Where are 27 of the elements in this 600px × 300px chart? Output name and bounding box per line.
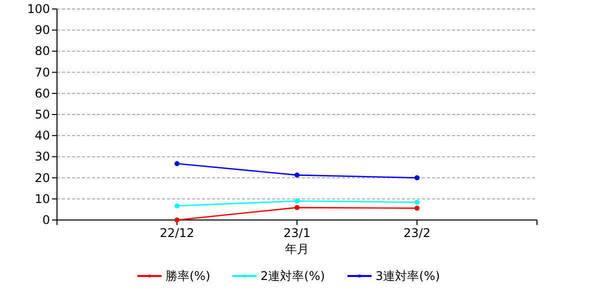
point [414,206,420,211]
point [174,161,180,166]
x-axis-title: 年月 [285,242,309,256]
legend-label: 勝率(%) [166,269,210,283]
point [294,172,300,178]
y-tick-label: 40 [34,128,50,143]
y-tick-label: 10 [34,192,50,206]
y-tick-label: 0 [42,213,50,227]
y-tick-label: 90 [34,23,50,38]
legend-label: 3連対率(%) [376,269,440,283]
x-tick-label: 22/12 [160,226,194,240]
y-tick-label: 100 [27,2,50,16]
y-tick-label: 30 [34,150,50,164]
y-tick-label: 20 [34,170,50,185]
legend-label: 2連対率(%) [260,269,325,283]
point [174,218,180,222]
point [294,198,300,204]
y-tick-label: 80 [34,44,50,58]
point [414,175,420,180]
y-tick-label: 70 [34,65,50,80]
point [174,203,180,208]
y-tick-label: 60 [34,86,50,100]
point [294,205,300,210]
point [414,200,420,205]
x-tick-label: 23/2 [404,226,430,240]
x-tick-label: 23/1 [284,226,310,240]
y-tick-label: 50 [34,108,50,122]
